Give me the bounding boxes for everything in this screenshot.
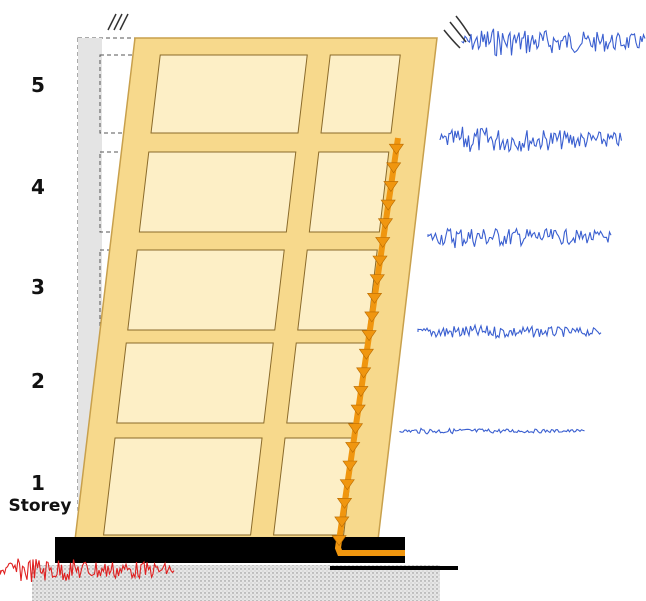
storey-caption: Storey	[8, 496, 71, 516]
seismogram	[461, 28, 646, 57]
arrow-head	[345, 442, 361, 453]
arrow-head	[361, 330, 377, 342]
arrow-head	[372, 255, 388, 267]
arrow-head	[336, 497, 353, 509]
window	[138, 151, 297, 233]
window	[297, 249, 378, 331]
arrow-head	[366, 292, 383, 304]
window	[308, 151, 390, 233]
window	[320, 54, 401, 134]
window	[286, 342, 367, 424]
ground	[32, 565, 440, 601]
seismogram	[417, 323, 602, 340]
storey-label: 5	[31, 73, 45, 97]
arrow-head	[358, 348, 374, 360]
window	[116, 342, 274, 424]
break-mark	[443, 15, 471, 49]
arrow-head	[377, 218, 394, 230]
arrow-head	[388, 143, 404, 155]
window	[150, 54, 308, 134]
seismogram	[439, 126, 623, 153]
seismogram	[427, 227, 612, 249]
arrow-head	[353, 386, 369, 397]
drift-arrow	[331, 137, 405, 556]
arrow-head	[386, 162, 402, 174]
seismograms	[0, 28, 646, 583]
deformed-frame	[74, 37, 438, 541]
seismogram	[0, 558, 175, 583]
window	[103, 437, 263, 536]
arrow-head	[350, 404, 366, 416]
arrow-head	[347, 423, 364, 435]
window	[127, 249, 285, 331]
arrow-head	[380, 199, 396, 211]
arrow-head	[356, 367, 372, 379]
arrow-line	[334, 137, 405, 556]
break-mark	[107, 13, 129, 31]
storey-label: 3	[31, 275, 45, 299]
storey-label: 2	[31, 369, 45, 393]
arrow-head	[334, 516, 350, 528]
arrow-head	[369, 274, 385, 286]
arrow-head	[331, 535, 347, 547]
storey-label: 4	[31, 175, 45, 199]
seismogram	[399, 427, 585, 435]
arrow-head	[342, 460, 358, 472]
arrow-head	[339, 479, 355, 491]
arrow-head	[364, 311, 380, 323]
arrow-head	[383, 181, 399, 192]
storey-label: 1	[31, 471, 45, 495]
arrow-head	[375, 237, 391, 248]
